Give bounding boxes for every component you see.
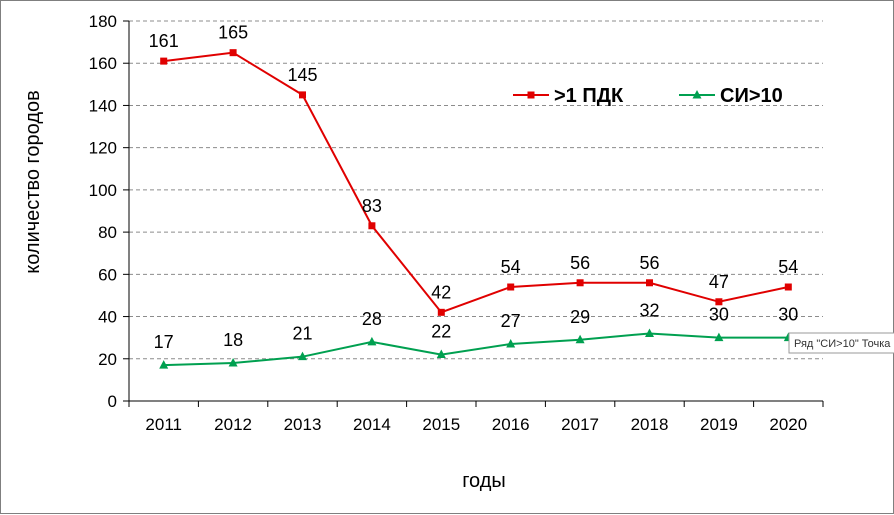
legend: >1 ПДК СИ>10: [513, 85, 783, 107]
data-point-marker: [715, 298, 723, 306]
data-point-marker: [645, 328, 654, 337]
x-axis-title: годы: [462, 470, 506, 492]
y-tick-label: 160: [89, 54, 117, 73]
data-label: 47: [709, 272, 729, 292]
data-point-marker: [437, 308, 445, 316]
x-tick-label: 2013: [284, 415, 322, 434]
data-point-marker: [299, 91, 306, 99]
legend-marker: [692, 90, 702, 99]
data-point-marker: [784, 283, 792, 291]
data-point-marker: [714, 332, 724, 342]
x-tick-label: 2011: [145, 415, 182, 434]
y-tick-label: 140: [89, 96, 117, 115]
data-label: 21: [292, 324, 312, 344]
x-tick-label: 2014: [353, 415, 391, 434]
data-label: 56: [639, 253, 659, 273]
series-lines: [163, 51, 789, 367]
y-tick-label: 0: [108, 392, 117, 411]
series-line: [163, 332, 789, 367]
data-label: 54: [501, 257, 521, 277]
data-label: 145: [287, 65, 317, 85]
tooltip-text: Ряд "СИ>10" Точка: [794, 338, 891, 350]
data-point-marker: [367, 336, 377, 346]
data-label: 17: [154, 332, 174, 352]
data-label: 30: [709, 305, 729, 325]
data-point-marker: [507, 283, 515, 291]
x-tick-label: 2015: [422, 415, 460, 434]
data-label: 42: [431, 282, 451, 302]
data-point-marker: [159, 360, 169, 369]
x-tick-label: 2017: [561, 415, 599, 434]
x-tick-label: 2018: [631, 415, 669, 434]
data-label: 54: [778, 257, 798, 277]
axes: [123, 20, 824, 407]
data-label: 28: [362, 309, 382, 329]
tooltip: Ряд "СИ>10" Точка: [788, 332, 894, 354]
y-tick-label: 40: [98, 308, 117, 327]
data-label: 22: [431, 322, 451, 342]
y-tick-label: 100: [89, 181, 117, 200]
series-markers: [159, 49, 793, 369]
data-label: 29: [570, 307, 590, 327]
data-label: 27: [501, 311, 521, 331]
legend-marker: [527, 91, 535, 99]
data-point-marker: [576, 279, 584, 287]
data-point-marker: [575, 334, 585, 344]
series-line: [163, 51, 789, 314]
y-tick-label: 80: [98, 223, 117, 242]
grid-lines: [129, 20, 823, 360]
y-tick-label: 60: [98, 265, 117, 284]
x-tick-label: 2016: [492, 415, 530, 434]
x-tick-label: 2019: [700, 415, 738, 434]
data-label: 165: [218, 23, 248, 43]
y-axis-title: количество городов: [22, 90, 44, 274]
x-tick-label: 2012: [214, 415, 252, 434]
legend-label: >1 ПДК: [554, 85, 624, 107]
data-point-marker: [298, 351, 307, 361]
data-label: 161: [149, 31, 179, 51]
x-tick-labels: 2011 2012 2013 2014 2015 2016 2017 2018 2019 2020: [145, 415, 807, 434]
y-tick-label: 120: [89, 139, 117, 158]
data-point-marker: [436, 349, 446, 359]
y-tick-label: 20: [98, 350, 117, 369]
data-point-marker: [228, 358, 238, 367]
y-tick-label: 180: [89, 12, 117, 31]
y-tick-labels: 0 20 40 60 80 100 120 140 160 180: [89, 12, 117, 411]
data-point-marker: [368, 222, 376, 230]
data-label: 18: [223, 330, 243, 350]
data-point-marker: [646, 279, 653, 287]
data-point-marker: [506, 339, 516, 348]
data-label: 32: [639, 300, 659, 320]
data-label: 83: [362, 196, 382, 216]
x-tick-label: 2020: [769, 415, 807, 434]
data-label: 56: [570, 253, 590, 273]
data-point-marker: [160, 57, 168, 65]
data-labels: 161 165 145 83 42 54 56 56 47 54 17 18 21 28 22 27 29 32 3…: [149, 23, 799, 352]
data-point-marker: [229, 49, 237, 57]
legend-label: СИ>10: [720, 85, 783, 107]
data-label: 30: [778, 305, 798, 325]
